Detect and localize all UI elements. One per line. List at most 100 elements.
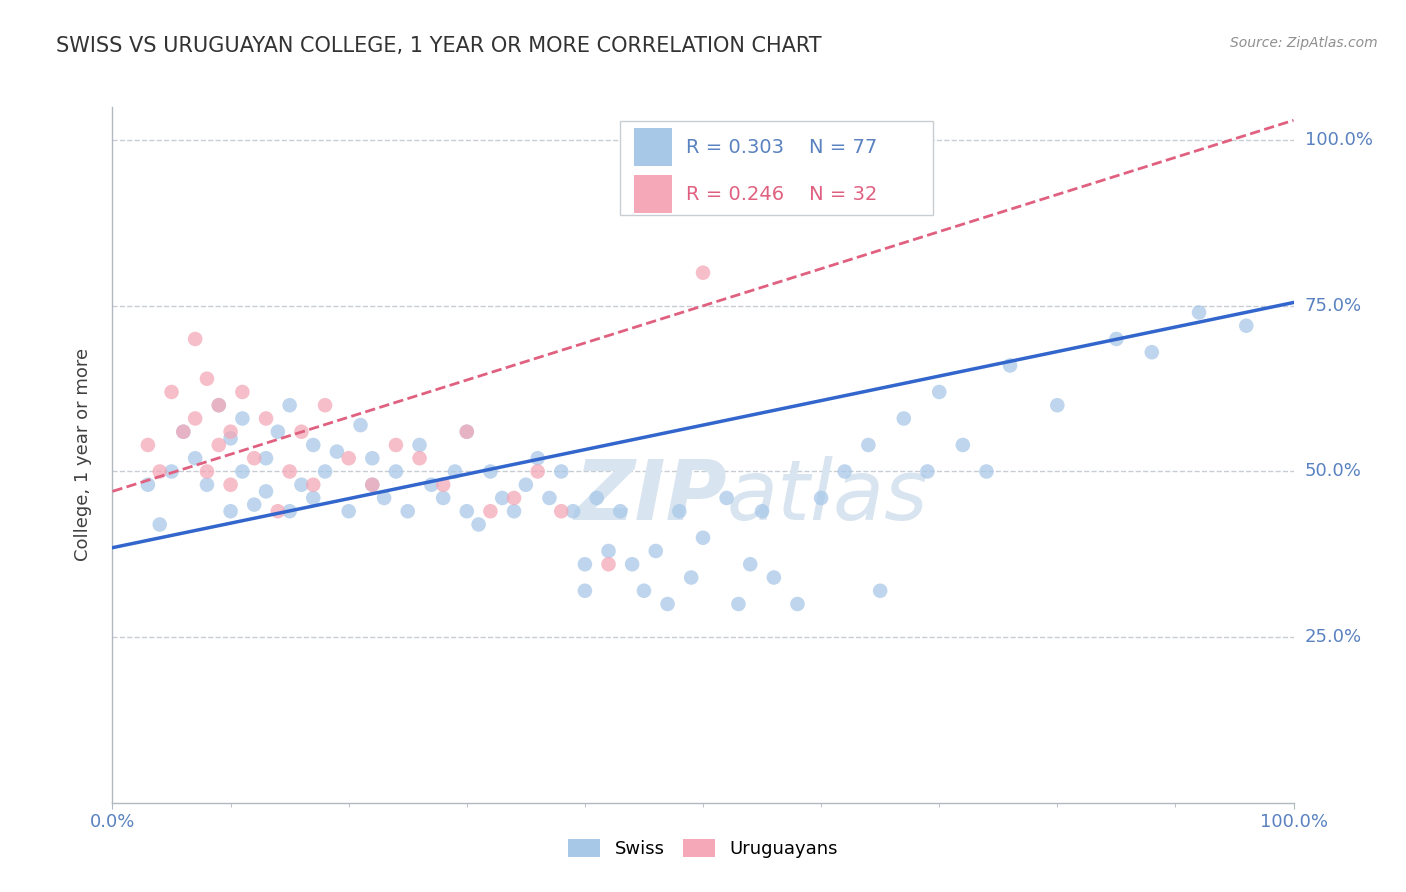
- Text: ZIP: ZIP: [574, 456, 727, 537]
- Point: [810, 491, 832, 505]
- Point: [928, 384, 950, 399]
- Point: [349, 418, 371, 433]
- Point: [834, 465, 856, 479]
- Point: [302, 491, 325, 505]
- Point: [361, 477, 384, 491]
- Bar: [634, 175, 672, 213]
- Point: [858, 438, 880, 452]
- Point: [1234, 318, 1257, 333]
- Point: [219, 425, 242, 439]
- Point: [290, 425, 312, 439]
- Point: [598, 544, 620, 558]
- Point: [1140, 345, 1163, 359]
- Point: [231, 384, 253, 399]
- Point: [621, 558, 644, 572]
- Point: [290, 477, 312, 491]
- Text: 100.0%: 100.0%: [1305, 131, 1372, 149]
- Point: [1046, 398, 1069, 412]
- Point: [479, 504, 502, 518]
- Point: [254, 451, 277, 466]
- Point: [184, 332, 207, 346]
- Point: [314, 465, 336, 479]
- Point: [1105, 332, 1128, 346]
- Point: [314, 398, 336, 412]
- Point: [302, 438, 325, 452]
- Point: [740, 558, 762, 572]
- Point: [692, 531, 714, 545]
- Text: 25.0%: 25.0%: [1305, 628, 1362, 646]
- Point: [302, 477, 325, 491]
- Text: 50.0%: 50.0%: [1305, 462, 1361, 481]
- Point: [408, 438, 430, 452]
- Point: [254, 411, 277, 425]
- Point: [526, 451, 548, 466]
- Point: [195, 465, 218, 479]
- Point: [219, 477, 242, 491]
- Point: [208, 398, 231, 412]
- Point: [373, 491, 395, 505]
- Point: [550, 504, 572, 518]
- Point: [692, 266, 714, 280]
- Text: R = 0.246    N = 32: R = 0.246 N = 32: [686, 185, 877, 203]
- Point: [208, 438, 231, 452]
- Point: [337, 504, 360, 518]
- Point: [136, 477, 159, 491]
- Point: [432, 491, 454, 505]
- Point: [538, 491, 561, 505]
- Point: [762, 570, 785, 584]
- Point: [172, 425, 194, 439]
- Point: [456, 504, 478, 518]
- Bar: [634, 128, 672, 167]
- Point: [727, 597, 749, 611]
- Point: [644, 544, 666, 558]
- Text: atlas: atlas: [727, 456, 928, 537]
- Point: [598, 558, 620, 572]
- Point: [254, 484, 277, 499]
- Point: [657, 597, 679, 611]
- Point: [456, 425, 478, 439]
- Point: [326, 444, 349, 458]
- Point: [467, 517, 489, 532]
- Point: [396, 504, 419, 518]
- Point: [526, 465, 548, 479]
- Point: [195, 372, 218, 386]
- Text: SWISS VS URUGUAYAN COLLEGE, 1 YEAR OR MORE CORRELATION CHART: SWISS VS URUGUAYAN COLLEGE, 1 YEAR OR MO…: [56, 36, 823, 55]
- Point: [751, 504, 773, 518]
- Point: [385, 465, 408, 479]
- Legend: Swiss, Uruguayans: Swiss, Uruguayans: [561, 831, 845, 865]
- Point: [503, 504, 526, 518]
- Point: [361, 451, 384, 466]
- Point: [609, 504, 631, 518]
- Point: [456, 425, 478, 439]
- Point: [479, 465, 502, 479]
- Point: [574, 583, 596, 598]
- Point: [160, 384, 183, 399]
- Point: [491, 491, 513, 505]
- Point: [136, 438, 159, 452]
- Point: [585, 491, 607, 505]
- Point: [243, 498, 266, 512]
- Point: [243, 451, 266, 466]
- Point: [917, 465, 939, 479]
- Point: [562, 504, 585, 518]
- Point: [195, 477, 218, 491]
- Point: [149, 517, 172, 532]
- Bar: [620, 121, 934, 215]
- Point: [515, 477, 537, 491]
- Point: [976, 465, 998, 479]
- Point: [172, 425, 194, 439]
- Point: [681, 570, 703, 584]
- Point: [893, 411, 915, 425]
- Point: [385, 438, 408, 452]
- Point: [267, 425, 290, 439]
- Point: [1188, 305, 1211, 319]
- Point: [786, 597, 808, 611]
- Point: [337, 451, 360, 466]
- Point: [219, 431, 242, 445]
- Point: [231, 465, 253, 479]
- Point: [149, 465, 172, 479]
- Point: [408, 451, 430, 466]
- Point: [952, 438, 974, 452]
- Point: [184, 411, 207, 425]
- Point: [184, 451, 207, 466]
